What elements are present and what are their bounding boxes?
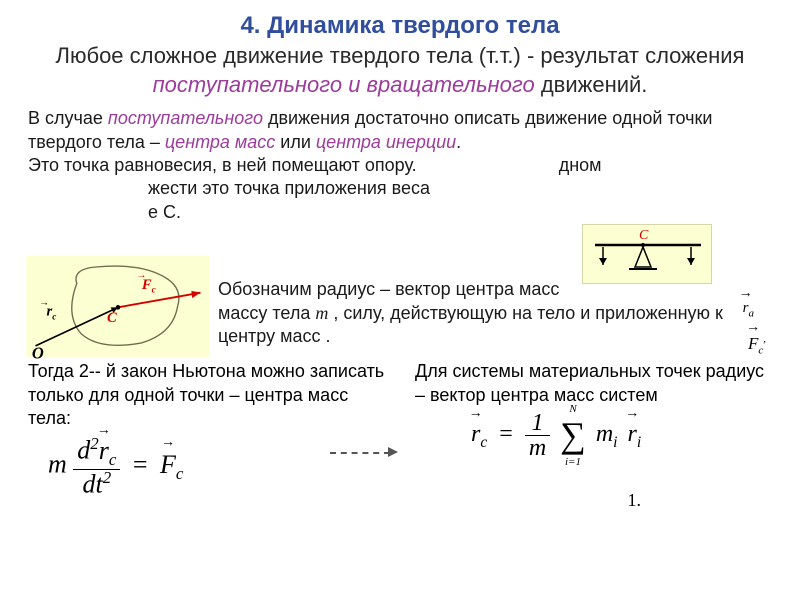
pivot-point: [641, 243, 645, 247]
equation-newton: m d2rc dt2 = Fc: [48, 436, 385, 497]
eqr-ri-sub: i: [637, 434, 641, 451]
p1-mid2: или: [275, 132, 316, 152]
eqr-ri: r: [628, 419, 637, 450]
connector-arrowhead-icon: [388, 447, 398, 457]
p1-emph2: центра масс: [165, 132, 275, 152]
point-c: [116, 305, 121, 310]
p1-emph3: центра инерции: [316, 132, 456, 152]
label-C: C: [107, 310, 117, 326]
eqr-mi-sub: i: [613, 434, 617, 451]
eqr-eq: =: [499, 421, 513, 447]
symbol-one-dot: 1.: [628, 490, 642, 511]
summation-icon: ∑ N i=1: [560, 412, 586, 459]
lower-left-text: Тогда 2-- й закон Ньютона можно записать…: [28, 361, 384, 428]
fulcrum: [635, 247, 651, 267]
balance-C-label: C: [639, 228, 649, 243]
p1-pre: В случае: [28, 108, 108, 128]
eq-equals: =: [133, 450, 148, 479]
title-subtitle: Любое сложное движение твердого тела (т.…: [28, 42, 772, 99]
p1-post: .: [456, 132, 461, 152]
sum-lower: i=1: [565, 455, 581, 469]
section-title: 4. Динамика твердого тела: [28, 12, 772, 40]
connector-dashed-line: [330, 452, 390, 454]
p2-seg2: жести это точка приложения веса: [148, 178, 430, 198]
svg-text:→: →: [39, 298, 49, 309]
eqr-rc-sub: c: [480, 434, 487, 451]
subtitle-emph: поступательного и вращательного: [153, 72, 535, 97]
eq-Fc-sub: c: [176, 464, 184, 483]
p2-seg3: е С.: [148, 202, 181, 222]
subtitle-post: движений.: [535, 72, 648, 97]
svg-text:→: →: [136, 270, 146, 281]
p2-seg1: Это точка равновесия, в ней помещают опо…: [28, 155, 417, 175]
sum-upper: N: [569, 402, 576, 416]
newton-law-text: Тогда 2-- й закон Ньютона можно записать…: [28, 360, 385, 498]
p2-tail: дном: [559, 155, 602, 175]
system-points-text: Для системы материальных точек радиус – …: [415, 360, 772, 498]
equation-center-mass: rc = 1 m ∑ N i=1 mi ri: [471, 411, 772, 460]
eq-m: m: [48, 450, 67, 479]
label-O: O: [32, 344, 44, 363]
symbol-Fc-prime: Fc,: [748, 333, 766, 357]
eqr-m: m: [525, 436, 550, 460]
paragraph-equilibrium: Это точка равновесия, в ней помещают опо…: [28, 154, 772, 224]
figure-center-of-mass: O C rc → Fc →: [18, 256, 218, 366]
figures-container: O C rc → Fc → C: [28, 228, 772, 348]
paragraph-translational: В случае поступательного движения достат…: [28, 107, 772, 154]
left-weight-arrow: [599, 258, 607, 265]
p1-emph1: поступательного: [108, 108, 263, 128]
lower-columns: Тогда 2-- й закон Ньютона можно записать…: [28, 360, 772, 498]
right-weight-arrow: [687, 258, 695, 265]
symbol-ra: ra: [743, 296, 754, 320]
eqr-one: 1: [525, 411, 550, 436]
eqr-mi: m: [596, 421, 613, 447]
eqr-rc: r: [471, 419, 480, 450]
subtitle-pre: Любое сложное движение твердого тела (т.…: [56, 43, 745, 68]
figure-balance: C: [582, 224, 712, 284]
lower-right-text: Для системы материальных точек радиус – …: [415, 361, 764, 404]
eq-F: F: [160, 448, 176, 482]
eq-rc-sub: c: [109, 450, 117, 469]
